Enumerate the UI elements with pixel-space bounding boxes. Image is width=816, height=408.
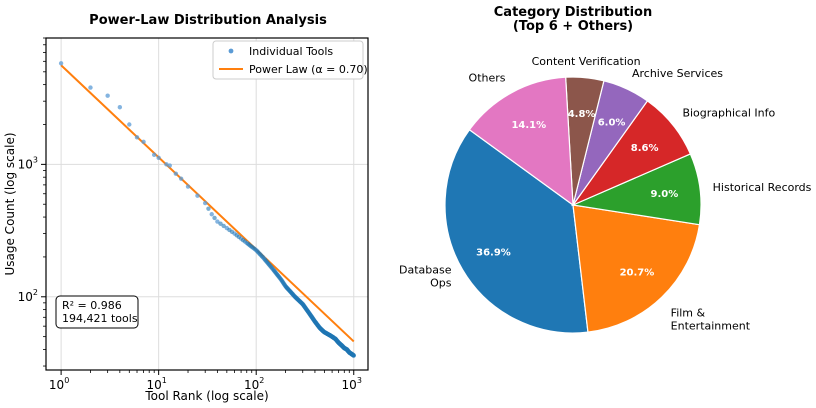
pie-slice <box>444 128 589 334</box>
power-law-title: Power-Law Distribution Analysis <box>89 13 327 28</box>
pie-percent-label: 8.6% <box>631 143 659 154</box>
pie-title-line1: Category Distribution <box>494 5 652 20</box>
scatter-point <box>88 85 93 90</box>
y-axis-label: Usage Count (log scale) <box>3 132 17 275</box>
pie-category-label: Others <box>469 71 506 84</box>
x-tick-label: 100 <box>49 376 69 392</box>
legend-box <box>212 40 364 80</box>
pie-category-label: Biographical Info <box>682 106 775 119</box>
power-law-chart: Power-Law Distribution Analysis 100 101 10… <box>3 13 369 403</box>
scatter-point <box>221 223 226 229</box>
scatter-point <box>242 239 248 244</box>
scatter-point <box>209 212 214 217</box>
category-pie-chart: Category Distribution (Top 6 + Others) 3… <box>399 5 812 334</box>
scatter-point <box>351 353 356 358</box>
axis-ticks: 100 101 102 103 102 103 <box>18 37 362 392</box>
pie-percent-label: 14.1% <box>511 120 546 131</box>
scatter-point <box>156 155 161 161</box>
scatter-points <box>58 61 356 358</box>
scatter-point <box>212 215 217 221</box>
scatter-point <box>58 61 64 66</box>
pie-labels: 36.9% Database Ops 20.7% Film & Entertainment… <box>399 55 812 333</box>
pie-slice <box>468 76 574 207</box>
scatter-point <box>185 184 191 189</box>
pie-percent-label: 6.0% <box>598 117 626 128</box>
x-tick-label: 103 <box>342 376 362 392</box>
scatter-point <box>127 122 132 127</box>
scatter-point <box>215 219 220 224</box>
scatter-point <box>178 176 184 181</box>
scatter-point <box>164 162 169 167</box>
scatter-point <box>236 234 242 240</box>
pie-title-line2: (Top 6 + Others) <box>513 19 633 34</box>
legend-label-power-law: Power Law (α = 0.70) <box>249 63 368 76</box>
x-axis-label: Tool Rank (log scale) <box>144 389 268 403</box>
y-tick-label: 102 <box>18 288 38 304</box>
scatter-point <box>105 93 110 98</box>
x-tick-label: 101 <box>146 376 166 392</box>
scatter-point <box>167 163 172 168</box>
scatter-point <box>206 206 211 211</box>
power-law-fit-line <box>60 64 355 343</box>
scatter-point <box>173 171 179 176</box>
stats-annotation: R² = 0.986 194,421 tools <box>55 295 139 329</box>
pie-percent-label: 20.7% <box>620 267 655 278</box>
pie-percent-label: 36.9% <box>476 248 511 259</box>
legend-label-individual: Individual Tools <box>249 45 333 58</box>
pie-category-label: Archive Services <box>632 67 723 80</box>
pie-category-label: Historical Records <box>713 181 812 194</box>
r-squared-text: R² = 0.986 <box>62 299 122 312</box>
pie-percent-label: 9.0% <box>651 189 679 200</box>
legend: Individual Tools Power Law (α = 0.70) <box>212 40 368 80</box>
pie-category-label: Film & Entertainment <box>671 306 751 332</box>
scatter-point <box>218 221 223 226</box>
legend-marker-individual <box>228 48 234 54</box>
pie-slices <box>444 76 702 334</box>
y-tick-label: 103 <box>18 155 38 171</box>
pie-slice <box>572 204 701 333</box>
scatter-point <box>141 139 146 145</box>
scatter-point <box>202 200 208 206</box>
scatter-point <box>151 152 157 158</box>
pie-category-label: Database Ops <box>399 264 452 290</box>
tool-count-text: 194,421 tools <box>62 312 138 325</box>
pie-category-label: Content Verification <box>532 55 641 68</box>
x-tick-label: 102 <box>244 376 264 392</box>
power-law-fit-layer <box>60 64 355 343</box>
pie-percent-label: 4.8% <box>568 109 596 120</box>
stats-box <box>55 295 139 329</box>
scatter-point <box>117 105 123 110</box>
scatter-point <box>229 229 235 234</box>
scatter-point <box>195 193 200 198</box>
scatter-point <box>134 135 140 140</box>
